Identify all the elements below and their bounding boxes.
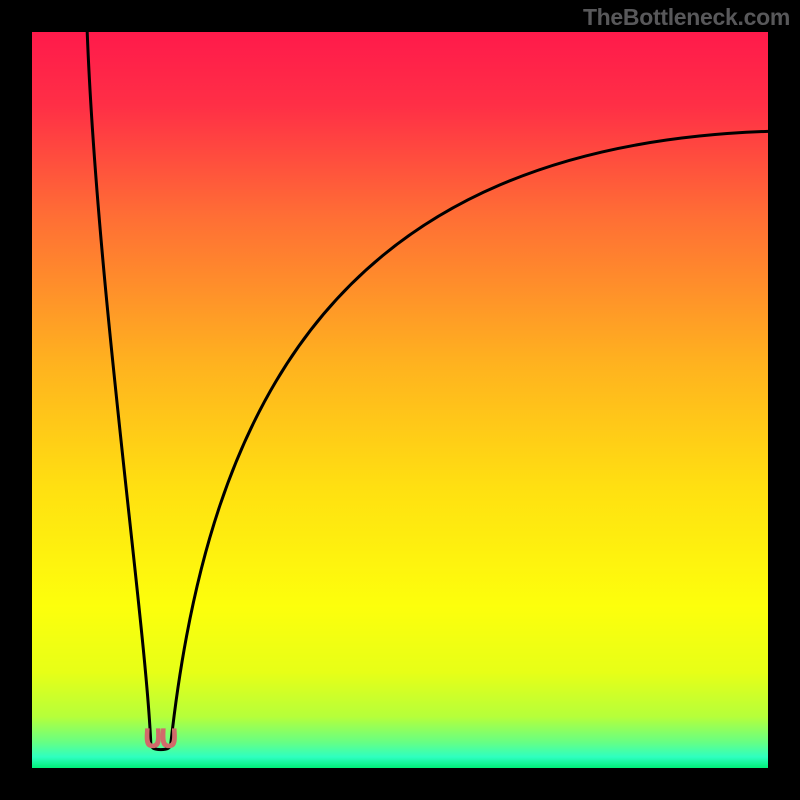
chart-container: TheBottleneck.com <box>0 0 800 800</box>
watermark-text: TheBottleneck.com <box>583 4 790 31</box>
plot-svg <box>32 32 768 768</box>
plot-area <box>32 32 768 768</box>
